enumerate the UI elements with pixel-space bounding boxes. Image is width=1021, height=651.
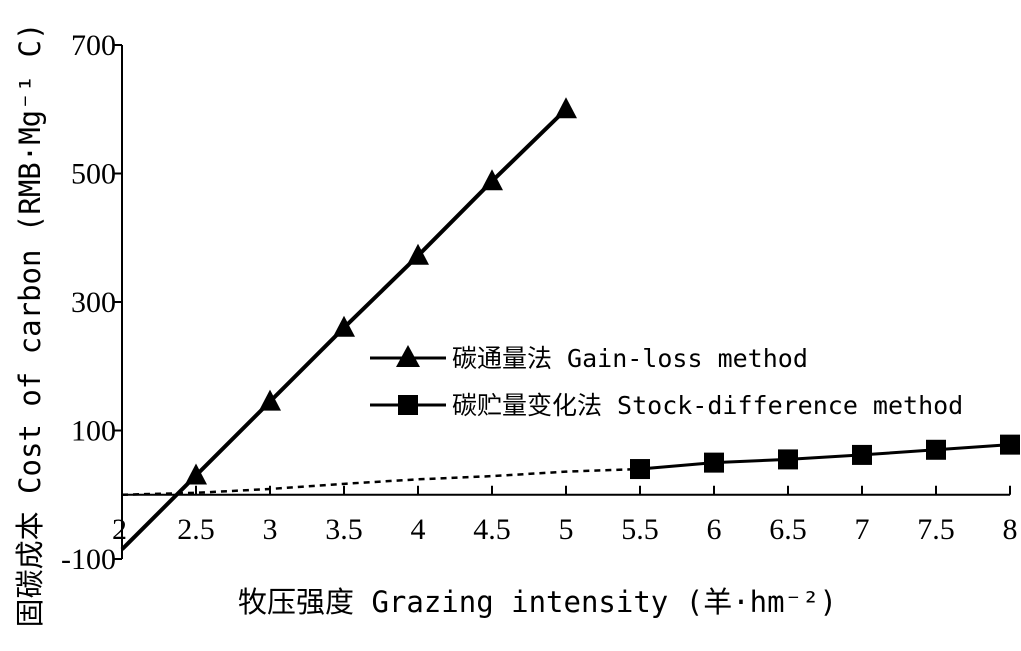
stock-difference-point xyxy=(926,439,946,460)
legend-triangle-icon xyxy=(396,345,420,367)
stock-difference-dashed-line xyxy=(121,467,641,496)
y-tick-label: 300 xyxy=(71,286,116,319)
gain-loss-point xyxy=(481,169,503,191)
stock-difference-point xyxy=(704,452,724,473)
x-tick-label: 7 xyxy=(855,513,870,546)
y-ticks: -100 100 300 500 700 xyxy=(61,29,122,576)
legend-label-gain-loss: 碳通量法 Gain-loss method xyxy=(452,344,808,373)
stock-difference-point xyxy=(1000,434,1020,455)
x-tick-label: 3 xyxy=(263,513,278,546)
legend-item-gain-loss: 碳通量法 Gain-loss method xyxy=(370,344,808,373)
x-tick-label: 6 xyxy=(707,513,722,546)
gain-loss-point xyxy=(407,243,429,265)
y-tick-label: 100 xyxy=(71,415,116,448)
legend-square-icon xyxy=(398,395,418,415)
gain-loss-point xyxy=(555,97,577,119)
x-tick-label: 5 xyxy=(559,513,574,546)
x-tick-label: 8 xyxy=(1003,513,1018,546)
stock-difference-point xyxy=(852,444,872,465)
y-tick-label: 500 xyxy=(71,158,116,191)
x-tick-label: 3.5 xyxy=(325,513,363,546)
stock-difference-line xyxy=(639,443,1011,471)
legend-item-stock-difference: 碳贮量变化法 Stock-difference method xyxy=(370,391,963,420)
stock-difference-point xyxy=(778,449,798,470)
gain-loss-point xyxy=(185,463,207,485)
legend: 碳通量法 Gain-loss method 碳贮量变化法 Stock-diffe… xyxy=(370,344,963,420)
x-tick-label: 2 xyxy=(112,513,127,546)
x-axis-title: 牧压强度 Grazing intensity (羊·hm⁻²) xyxy=(238,585,837,619)
x-tick-label: 4.5 xyxy=(473,513,511,546)
y-axis-title: 固碳成本 Cost of carbon (RMB·Mg⁻¹ C) xyxy=(13,23,47,628)
gain-loss-extension-line xyxy=(120,474,198,551)
x-tick-label: 2.5 xyxy=(177,513,215,546)
stock-difference-point xyxy=(630,459,650,480)
gain-loss-line xyxy=(194,107,568,477)
gain-loss-point xyxy=(333,315,355,337)
legend-label-stock-difference: 碳贮量变化法 Stock-difference method xyxy=(452,391,963,420)
x-tick-label: 6.5 xyxy=(769,513,807,546)
gain-loss-point xyxy=(259,389,281,411)
x-tick-label: 7.5 xyxy=(917,513,955,546)
x-tick-label: 4 xyxy=(411,513,426,546)
x-ticks: 2 2.5 3 3.5 4 4.5 5 5.5 6 6.5 7 7.5 8 xyxy=(112,485,1018,546)
y-tick-label: -100 xyxy=(61,543,116,576)
series-layer xyxy=(120,97,1020,551)
y-tick-label: 700 xyxy=(71,29,116,62)
x-tick-label: 5.5 xyxy=(621,513,659,546)
axes xyxy=(121,45,1010,559)
